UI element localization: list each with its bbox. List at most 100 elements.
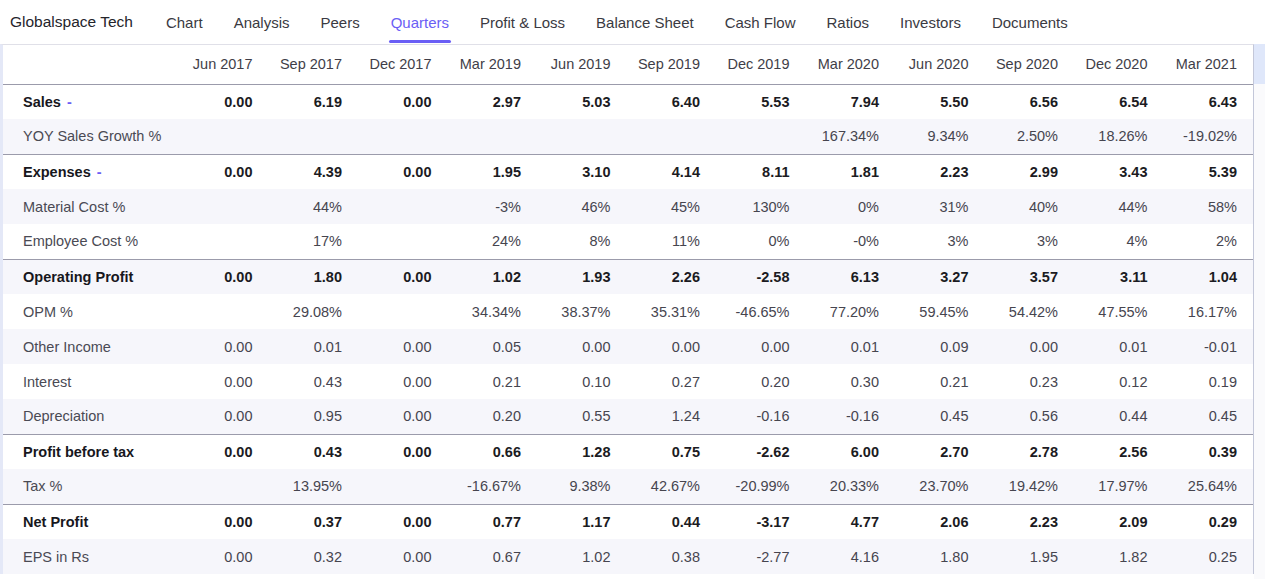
row-label-text: Interest (23, 374, 71, 390)
table-cell: 24% (448, 224, 538, 259)
table-cell: 2.78 (985, 434, 1075, 469)
tab-profit-loss[interactable]: Profit & Loss (480, 12, 565, 33)
table-cell (358, 469, 448, 504)
table-cell: 9.34% (895, 119, 985, 154)
table-cell: 6.00 (806, 434, 896, 469)
tab-chart[interactable]: Chart (166, 12, 203, 33)
table-cell: -2.77 (716, 539, 806, 574)
table-cell: 77.20% (806, 294, 896, 329)
table-cell: 0.00 (627, 329, 717, 364)
table-cell: 4.39 (269, 154, 359, 189)
row-label[interactable]: Expenses- (3, 154, 179, 189)
table-cell: 0.19 (1164, 364, 1254, 399)
table-cell: 0.20 (448, 399, 538, 434)
row-label: Interest (3, 364, 179, 399)
table-cell: 40% (985, 189, 1075, 224)
table-cell: -0.16 (806, 399, 896, 434)
table-cell: 2.97 (448, 84, 538, 119)
company-name[interactable]: Globalspace Tech (10, 13, 133, 31)
table-cell: -46.65% (716, 294, 806, 329)
table-cell: 6.19 (269, 84, 359, 119)
table-cell (179, 224, 269, 259)
table-cell: 5.50 (895, 84, 985, 119)
collapse-icon[interactable]: - (97, 164, 102, 180)
table-cell: 8.11 (716, 154, 806, 189)
table-cell: -3.17 (716, 504, 806, 539)
table-cell: 18.26% (1074, 119, 1164, 154)
column-header: Jun 2020 (895, 45, 985, 84)
table-cell: 0.00 (358, 539, 448, 574)
table-cell: 38.37% (537, 294, 627, 329)
right-gutter-header (1254, 44, 1265, 84)
tab-analysis[interactable]: Analysis (234, 12, 290, 33)
table-cell: 0.45 (1164, 399, 1254, 434)
table-cell (179, 119, 269, 154)
table-cell (179, 189, 269, 224)
table-cell: 1.95 (985, 539, 1075, 574)
table-cell: 2.26 (627, 259, 717, 294)
column-header: Mar 2020 (806, 45, 896, 84)
tab-ratios[interactable]: Ratios (827, 12, 870, 33)
tab-investors[interactable]: Investors (900, 12, 961, 33)
tab-documents[interactable]: Documents (992, 12, 1068, 33)
row-label-text: Other Income (23, 339, 111, 355)
top-navigation: Globalspace Tech Chart Analysis Peers Quart… (0, 0, 1265, 44)
table-cell: 0.39 (1164, 434, 1254, 469)
tab-balance-sheet[interactable]: Balance Sheet (596, 12, 694, 33)
table-cell (537, 119, 627, 154)
table-row: YOY Sales Growth %167.34%9.34%2.50%18.26… (3, 119, 1253, 154)
table-cell: 11% (627, 224, 717, 259)
tab-quarters[interactable]: Quarters (391, 12, 449, 33)
table-cell: 8% (537, 224, 627, 259)
table-row: OPM %29.08%34.34%38.37%35.31%-46.65%77.2… (3, 294, 1253, 329)
column-header: Sep 2020 (985, 45, 1075, 84)
row-label-text: OPM % (23, 304, 73, 320)
table-cell (358, 189, 448, 224)
table-cell: 167.34% (806, 119, 896, 154)
row-label-text: YOY Sales Growth % (23, 128, 161, 144)
table-cell: -0.16 (716, 399, 806, 434)
header-empty-cell (3, 45, 179, 84)
table-cell: 0.00 (537, 329, 627, 364)
table-cell: 34.34% (448, 294, 538, 329)
table-cell: 6.13 (806, 259, 896, 294)
table-cell: 42.67% (627, 469, 717, 504)
table-cell: 0.30 (806, 364, 896, 399)
table-cell: 2.23 (985, 504, 1075, 539)
table-cell: 59.45% (895, 294, 985, 329)
table-cell: 4.16 (806, 539, 896, 574)
column-header: Mar 2021 (1164, 45, 1254, 84)
table-cell: 3.27 (895, 259, 985, 294)
table-cell: 1.95 (448, 154, 538, 189)
right-gutter (1254, 44, 1265, 579)
table-cell: 0.23 (985, 364, 1075, 399)
table-cell (627, 119, 717, 154)
table-cell: 1.04 (1164, 259, 1254, 294)
table-cell: 1.24 (627, 399, 717, 434)
table-cell: 0.95 (269, 399, 359, 434)
tab-peers[interactable]: Peers (320, 12, 359, 33)
table-cell: 0.00 (358, 399, 448, 434)
table-cell: 20.33% (806, 469, 896, 504)
tab-cash-flow[interactable]: Cash Flow (725, 12, 796, 33)
table-cell: -2.62 (716, 434, 806, 469)
table-cell: -2.58 (716, 259, 806, 294)
table-cell: 0.00 (358, 504, 448, 539)
table-cell: 3% (985, 224, 1075, 259)
table-cell (716, 119, 806, 154)
table-cell: 16.17% (1164, 294, 1254, 329)
table-cell: 0.44 (1074, 399, 1164, 434)
table-cell: 0.21 (448, 364, 538, 399)
table-cell: 1.80 (895, 539, 985, 574)
table-cell: 0.00 (716, 329, 806, 364)
row-label[interactable]: Sales- (3, 84, 179, 119)
row-label: OPM % (3, 294, 179, 329)
table-row: Interest0.000.430.000.210.100.270.200.30… (3, 364, 1253, 399)
column-header: Dec 2017 (358, 45, 448, 84)
collapse-icon[interactable]: - (67, 94, 72, 110)
row-label-text: Employee Cost % (23, 233, 138, 249)
table-cell: 0.00 (358, 434, 448, 469)
table-cell: 1.81 (806, 154, 896, 189)
row-label-text: Depreciation (23, 408, 104, 424)
table-cell: -19.02% (1164, 119, 1254, 154)
